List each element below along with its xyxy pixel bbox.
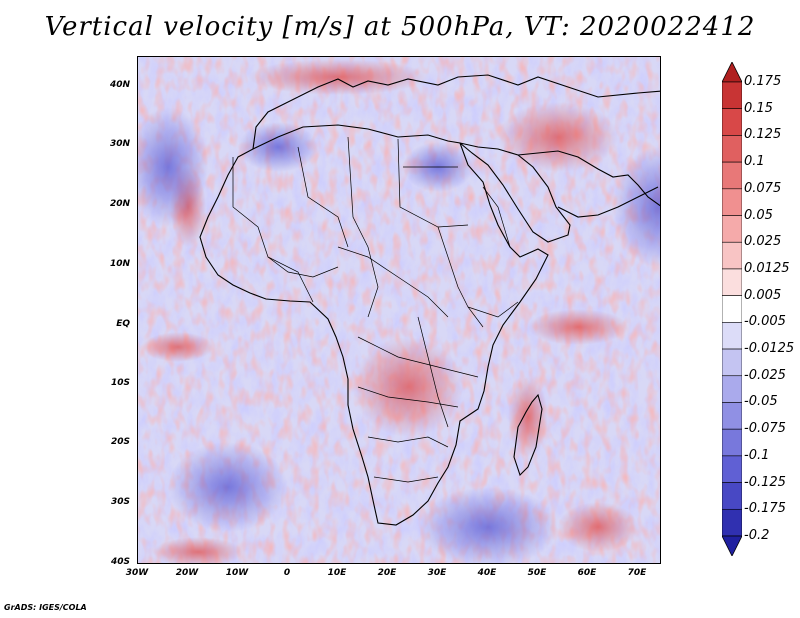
lon-label: 50E	[527, 568, 547, 578]
colorbar-segment	[722, 428, 742, 457]
lon-label: 0	[283, 568, 291, 578]
colorbar-min-arrow	[722, 535, 742, 556]
colorbar-segment	[722, 508, 742, 537]
colorbar-label: -0.075	[744, 421, 786, 437]
map-panel	[137, 56, 661, 564]
lat-label: 20S	[110, 437, 130, 447]
colorbar-label: 0.075	[744, 180, 782, 196]
colorbar-segment	[722, 322, 742, 350]
lon-label: 20W	[175, 568, 199, 578]
colorbar-segment	[722, 81, 742, 110]
lon-label: 60E	[577, 568, 597, 578]
lat-label: 10N	[109, 259, 130, 269]
colorbar-max-arrow	[722, 62, 742, 83]
lat-label: 10S	[110, 378, 130, 388]
lat-label: 30N	[109, 139, 130, 149]
colorbar-segment	[722, 161, 742, 190]
colorbar	[722, 62, 742, 556]
velocity-field	[138, 57, 660, 563]
colorbar-segment	[722, 455, 742, 483]
colorbar-label: -0.125	[744, 474, 786, 490]
colorbar-segment	[722, 135, 742, 163]
colorbar-label: 0.15	[744, 100, 773, 116]
colorbar-segment	[722, 188, 742, 216]
credit-text: GrADS: IGES/COLA	[4, 603, 87, 612]
colorbar-label: -0.005	[744, 314, 786, 330]
colorbar-label: -0.2	[744, 528, 770, 543]
colorbar-label: 0.005	[744, 287, 782, 303]
lat-label: 40N	[109, 80, 130, 90]
lon-label: 70E	[627, 568, 647, 578]
colorbar-label: 0.025	[744, 234, 782, 250]
colorbar-label: -0.1	[744, 447, 770, 463]
lon-label: 40E	[477, 568, 497, 578]
lat-label: 20N	[109, 199, 130, 209]
country-borders	[232, 136, 519, 483]
colorbar-segment	[722, 241, 742, 270]
lat-label: EQ	[116, 319, 130, 329]
colorbar-label: -0.0125	[744, 341, 795, 357]
colorbar-label: -0.05	[744, 394, 778, 410]
colorbar-label: 0.05	[744, 207, 773, 223]
colorbar-label: 0.125	[744, 127, 782, 143]
colorbar-label: 0.175	[744, 74, 782, 89]
colorbar-segment	[722, 402, 742, 430]
lat-label: 30S	[110, 497, 130, 507]
colorbar-label: 0.1	[744, 154, 765, 170]
lon-label: 30W	[125, 568, 149, 578]
colorbar-segment	[722, 268, 742, 296]
coastlines	[199, 74, 660, 526]
colorbar-label: -0.175	[744, 501, 786, 517]
lon-label: 10W	[225, 568, 249, 578]
lat-label: 40S	[110, 557, 130, 567]
colorbar-segment	[722, 295, 742, 323]
lon-label: 20E	[377, 568, 397, 578]
map-title: Vertical velocity [m/s] at 500hPa, VT: 2…	[44, 12, 756, 42]
colorbar-label: -0.025	[744, 367, 786, 383]
lon-label: 10E	[327, 568, 347, 578]
colorbar-segment	[722, 375, 742, 403]
colorbar-label: 0.0125	[744, 260, 790, 276]
colorbar-segment	[722, 482, 742, 510]
colorbar-segment	[722, 348, 742, 377]
colorbar-segment	[722, 108, 742, 136]
lon-label: 30E	[427, 568, 447, 578]
colorbar-segment	[722, 215, 742, 243]
